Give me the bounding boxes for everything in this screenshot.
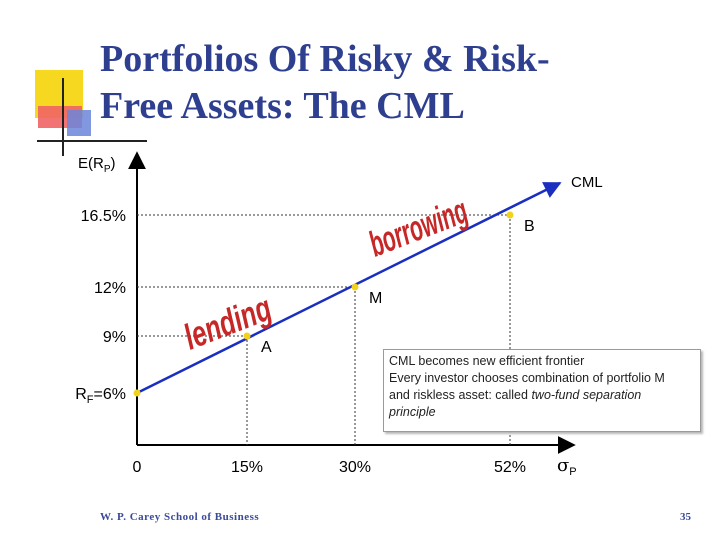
cml-line [136,181,562,395]
note-line-3-italic: two-fund separation [531,388,642,402]
cml-label: CML [571,174,603,191]
y-tick-label-rf: RF=6% [75,386,126,406]
y-axis-label-main: E(R [78,155,104,172]
note-line-3-text: and riskless asset: called [389,388,528,402]
note-line-1: CML becomes new efficient frontier [389,354,585,368]
cml-note-box: CML becomes new efficient frontier Every… [383,349,701,432]
x-tick-label: 0 [133,459,142,476]
note-line-2: Every investor chooses combination of po… [389,371,665,385]
deco-blue-square [67,110,91,136]
point-m [351,283,359,291]
point-b [506,211,514,219]
y-axis-label-sub: P [104,164,111,175]
chart-points: A M B [133,211,535,397]
note-line-3: and riskless asset: called two-fund sepa… [389,387,695,404]
y-tick-label: 16.5% [81,208,126,225]
point-label-m: M [369,290,382,307]
x-tick-label: 30% [339,459,371,476]
point-label-b: B [524,218,535,235]
deco-horizontal-rule [37,140,147,142]
slide-title: Portfolios Of Risky & Risk- Free Assets:… [100,36,700,130]
guide-lines [137,214,511,445]
axis-ticks: 0 15% 30% 52% 16.5% 12% 9% RF=6% [75,208,526,476]
x-tick-label: 15% [231,459,263,476]
slide-title-line-2: Free Assets: The CML [100,85,465,127]
y-tick-label: 9% [103,329,126,346]
x-axis-label-symbol: σ [557,455,569,476]
y-axis-label: E(RP) [78,155,116,175]
y-tick-label: 12% [94,280,126,297]
deco-vertical-rule [62,78,64,156]
x-tick-label: 52% [494,459,526,476]
footer-school: W. P. Carey School of Business [100,511,260,523]
page-number: 35 [680,511,691,523]
x-axis-label-sub: P [569,466,576,478]
note-line-4: principle [389,405,436,419]
slide-title-line-1: Portfolios Of Risky & Risk- [100,38,550,80]
x-axis-label: σP [557,455,577,478]
point-label-a: A [261,339,272,356]
point-a [243,332,251,340]
point-rf [133,389,141,397]
